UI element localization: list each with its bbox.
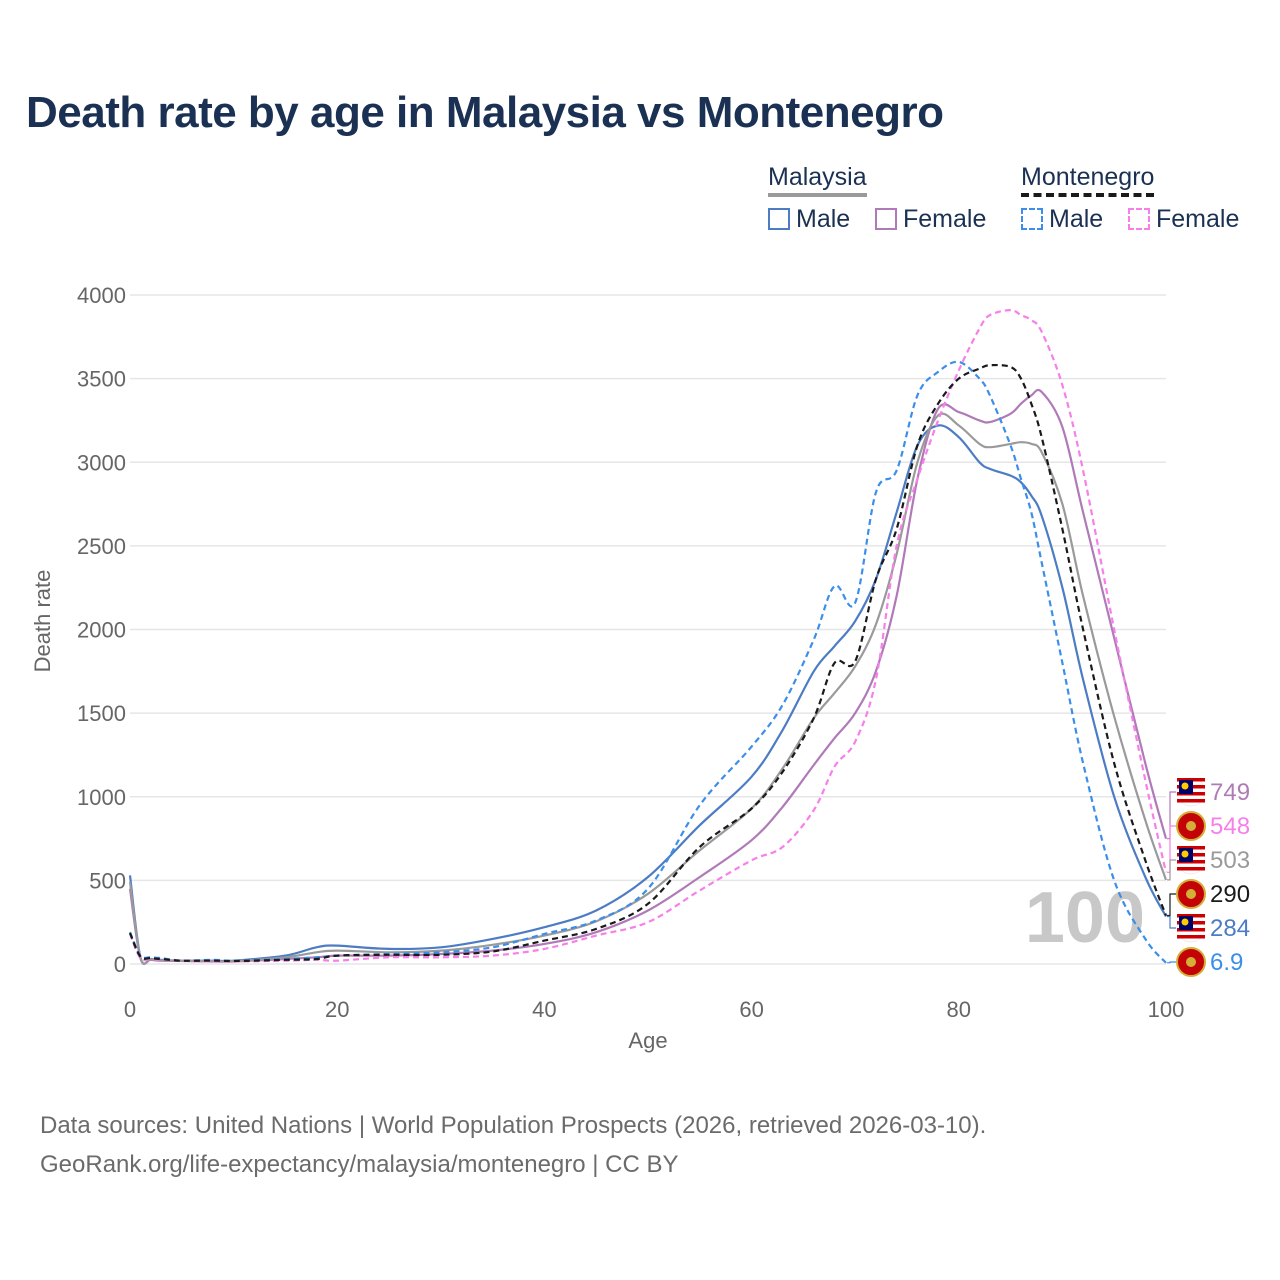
legend-swatch-malaysia-female — [875, 208, 897, 230]
legend-label-montenegro-female: Female — [1156, 205, 1240, 233]
y-axis-ticks: 0 500 1000 1500 2000 2500 3000 3500 4000 — [77, 283, 126, 977]
end-label-connector — [1167, 893, 1176, 917]
end-labels: 749 548 503 290 284 6.9 — [1167, 777, 1250, 977]
legend-swatch-montenegro-male — [1021, 208, 1043, 230]
x-axis-ticks: 0 20 40 60 80 100 — [124, 997, 1184, 1022]
gridlines — [130, 294, 1166, 965]
montenegro-flag-icon — [1176, 811, 1206, 841]
end-label-connector — [1167, 915, 1176, 929]
montenegro-flag-icon — [1176, 947, 1206, 977]
legend-item-malaysia-male[interactable]: Male — [768, 205, 850, 234]
legend-group-malaysia[interactable]: Malaysia — [768, 163, 867, 197]
y-tick-label: 2000 — [77, 618, 126, 643]
chart-title: Death rate by age in Malaysia vs Montene… — [26, 88, 944, 137]
y-tick-label: 500 — [89, 868, 126, 893]
legend-group-malaysia-label: Malaysia — [768, 163, 867, 191]
legend-label-malaysia-female: Female — [903, 205, 987, 233]
series-line-malaysia-total[interactable] — [128, 412, 1168, 965]
series-line-montenegro-female[interactable] — [128, 309, 1168, 963]
end-label-connector — [1167, 961, 1176, 964]
highlight-age-label: 100 — [1025, 878, 1145, 958]
series-line-malaysia-male[interactable] — [128, 424, 1167, 965]
end-value-label: 503 — [1210, 847, 1250, 874]
y-tick-label: 0 — [114, 952, 126, 977]
end-label-connector — [1167, 859, 1176, 881]
legend-item-montenegro-female[interactable]: Female — [1128, 205, 1239, 234]
legend-group-montenegro[interactable]: Montenegro — [1021, 163, 1155, 197]
legend-group-montenegro-line — [1021, 193, 1155, 197]
end-label-connector — [1167, 825, 1176, 873]
y-tick-label: 3500 — [77, 367, 126, 392]
end-value-label: 749 — [1210, 779, 1250, 806]
legend-item-malaysia-female[interactable]: Female — [875, 205, 986, 234]
legend-group-montenegro-label: Montenegro — [1021, 163, 1155, 191]
malaysia-flag-icon — [1176, 777, 1206, 807]
x-tick-label: 40 — [532, 997, 556, 1022]
legend-swatch-montenegro-female — [1128, 208, 1150, 230]
legend-group-malaysia-line — [768, 193, 867, 197]
series-line-montenegro-total[interactable] — [128, 363, 1168, 963]
legend-label-malaysia-male: Male — [796, 205, 851, 233]
x-tick-label: 100 — [1148, 997, 1185, 1022]
y-tick-label: 1000 — [77, 785, 126, 810]
series-line-montenegro-male[interactable] — [128, 360, 1167, 964]
legend-item-montenegro-male[interactable]: Male — [1021, 205, 1103, 234]
end-value-label: 290 — [1210, 881, 1250, 908]
x-tick-label: 60 — [739, 997, 763, 1022]
end-value-label: 6.9 — [1210, 949, 1243, 976]
y-tick-label: 2500 — [77, 534, 126, 559]
malaysia-flag-icon — [1176, 845, 1206, 875]
source-note: Data sources: United Nations | World Pop… — [40, 1106, 986, 1184]
end-value-label: 284 — [1210, 915, 1250, 942]
y-tick-label: 3000 — [77, 450, 126, 475]
series-lines — [128, 309, 1168, 965]
x-tick-label: 20 — [325, 997, 349, 1022]
end-value-label: 548 — [1210, 813, 1250, 840]
end-label-connector — [1167, 791, 1176, 840]
y-tick-label: 4000 — [77, 283, 126, 308]
y-axis-label: Death rate — [30, 570, 55, 673]
legend-swatch-malaysia-male — [768, 208, 790, 230]
legend-label-montenegro-male: Male — [1049, 205, 1104, 233]
montenegro-flag-icon — [1176, 879, 1206, 909]
x-tick-label: 80 — [947, 997, 971, 1022]
source-line-2[interactable]: GeoRank.org/life-expectancy/malaysia/mon… — [40, 1151, 679, 1178]
malaysia-flag-icon — [1176, 913, 1206, 943]
y-tick-label: 1500 — [77, 701, 126, 726]
x-axis-label: Age — [628, 1028, 667, 1053]
x-tick-label: 0 — [124, 997, 136, 1022]
source-line-1: Data sources: United Nations | World Pop… — [40, 1112, 987, 1139]
